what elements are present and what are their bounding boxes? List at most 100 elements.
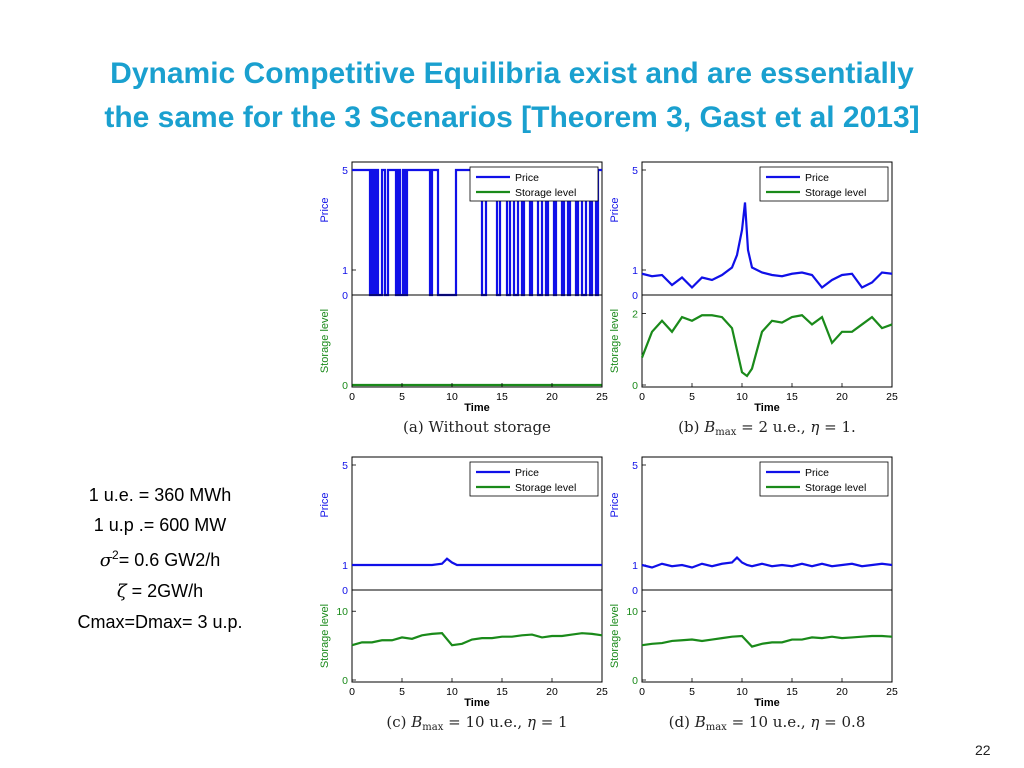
sigma-value: = 0.6 GW2/h — [118, 550, 221, 570]
unit-notes: 1 u.e. = 360 MWh 1 u.p .= 600 MW σ2= 0.6… — [30, 480, 290, 637]
storage-series-line — [351, 632, 603, 647]
price-ytick-label: 5 — [632, 165, 638, 177]
xtick-label: 20 — [836, 686, 848, 698]
price-ytick-label: 0 — [632, 290, 638, 302]
xtick-label: 15 — [496, 391, 508, 403]
price-ytick-label: 5 — [342, 165, 348, 177]
x-axis-label: Time — [754, 402, 779, 414]
price-ytick-label: 0 — [342, 585, 348, 597]
legend-storage-label: Storage level — [515, 187, 576, 199]
legend-price-label: Price — [805, 467, 829, 479]
price-ytick-label: 5 — [342, 460, 348, 472]
slide-title-line-1: Dynamic Competitive Equilibria exist and… — [110, 57, 914, 90]
xtick-label: 20 — [836, 391, 848, 403]
storage-ytick-label: 0 — [632, 380, 638, 392]
storage-ylabel: Storage level — [319, 604, 331, 668]
xtick-label: 5 — [689, 686, 695, 698]
note-zeta: ζ = 2GW/h — [30, 576, 290, 607]
xtick-label: 5 — [399, 391, 405, 403]
xtick-label: 5 — [399, 686, 405, 698]
storage-ylabel: Storage level — [609, 309, 621, 373]
storage-series-line — [640, 314, 893, 378]
xtick-label: 20 — [546, 391, 558, 403]
price-ytick-label: 1 — [632, 265, 638, 277]
xtick-label: 0 — [639, 686, 645, 698]
storage-ytick-label: 0 — [342, 380, 348, 392]
storage-ytick-label: 0 — [632, 675, 638, 687]
storage-axes-frame — [641, 294, 893, 388]
legend-storage-label: Storage level — [515, 482, 576, 494]
storage-ytick-label: 10 — [336, 606, 348, 618]
storage-axes-frame — [351, 589, 603, 683]
legend-box — [469, 461, 599, 497]
xtick-label: 20 — [546, 686, 558, 698]
legend-box — [759, 166, 889, 202]
price-ytick-label: 5 — [632, 460, 638, 472]
xtick-label: 10 — [446, 391, 458, 403]
storage-series-line — [641, 634, 893, 648]
price-ylabel: Price — [319, 492, 331, 517]
xtick-label: 0 — [639, 391, 645, 403]
x-axis-label: Time — [464, 402, 489, 414]
x-axis-label: Time — [754, 697, 779, 709]
xtick-label: 25 — [886, 391, 898, 403]
panel-caption: (c) Bmax = 10 u.e., η = 1 — [386, 713, 567, 733]
legend-price-label: Price — [805, 172, 829, 184]
legend-storage-label: Storage level — [805, 187, 866, 199]
price-ylabel: Price — [609, 492, 621, 517]
xtick-label: 5 — [689, 391, 695, 403]
xtick-label: 10 — [736, 686, 748, 698]
zeta-value: = 2GW/h — [126, 581, 204, 601]
note-sigma: σ2= 0.6 GW2/h — [30, 540, 290, 576]
panel-caption: (d) Bmax = 10 u.e., η = 0.8 — [669, 713, 866, 733]
price-ytick-label: 0 — [632, 585, 638, 597]
legend-price-label: Price — [515, 172, 539, 184]
sigma-symbol: σ — [99, 550, 113, 571]
storage-axes-frame — [351, 294, 603, 388]
legend-price-label: Price — [515, 467, 539, 479]
xtick-label: 15 — [496, 686, 508, 698]
price-series-line — [641, 555, 893, 569]
slide-title-line-2: the same for the 3 Scenarios [Theorem 3,… — [104, 101, 920, 134]
note-cmax-dmax: Cmax=Dmax= 3 u.p. — [77, 612, 243, 632]
price-ytick-label: 0 — [342, 290, 348, 302]
xtick-label: 10 — [736, 391, 748, 403]
xtick-label: 0 — [349, 391, 355, 403]
panel-caption: (a) Without storage — [403, 418, 551, 436]
price-ytick-label: 1 — [342, 560, 348, 572]
xtick-label: 0 — [349, 686, 355, 698]
price-series-line — [641, 202, 893, 290]
legend-storage-label: Storage level — [805, 482, 866, 494]
note-unit-energy: 1 u.e. = 360 MWh — [88, 485, 232, 505]
x-axis-label: Time — [464, 697, 489, 709]
price-ytick-label: 1 — [342, 265, 348, 277]
xtick-label: 25 — [596, 686, 608, 698]
legend-box — [759, 461, 889, 497]
xtick-label: 15 — [786, 686, 798, 698]
xtick-label: 10 — [446, 686, 458, 698]
legend-box — [469, 166, 599, 202]
xtick-label: 15 — [786, 391, 798, 403]
note-unit-power: 1 u.p .= 600 MW — [93, 515, 227, 535]
slide-number: 22 — [975, 742, 991, 758]
price-ytick-label: 1 — [632, 560, 638, 572]
xtick-label: 25 — [886, 686, 898, 698]
storage-axes-frame — [641, 589, 893, 683]
storage-ytick-label: 2 — [632, 308, 638, 320]
price-series-line — [352, 557, 602, 567]
storage-ytick-label: 0 — [342, 675, 348, 687]
slide-title: Dynamic Competitive Equilibria exist and… — [0, 52, 1024, 140]
price-ylabel: Price — [609, 197, 621, 222]
sigma-superscript: 2 — [112, 548, 119, 562]
panel-caption: (b) Bmax = 2 u.e., η = 1. — [678, 418, 856, 438]
xtick-label: 25 — [596, 391, 608, 403]
zeta-symbol: ζ — [116, 581, 127, 602]
storage-ytick-label: 10 — [626, 606, 638, 618]
price-ylabel: Price — [319, 197, 331, 222]
storage-ylabel: Storage level — [319, 309, 331, 373]
